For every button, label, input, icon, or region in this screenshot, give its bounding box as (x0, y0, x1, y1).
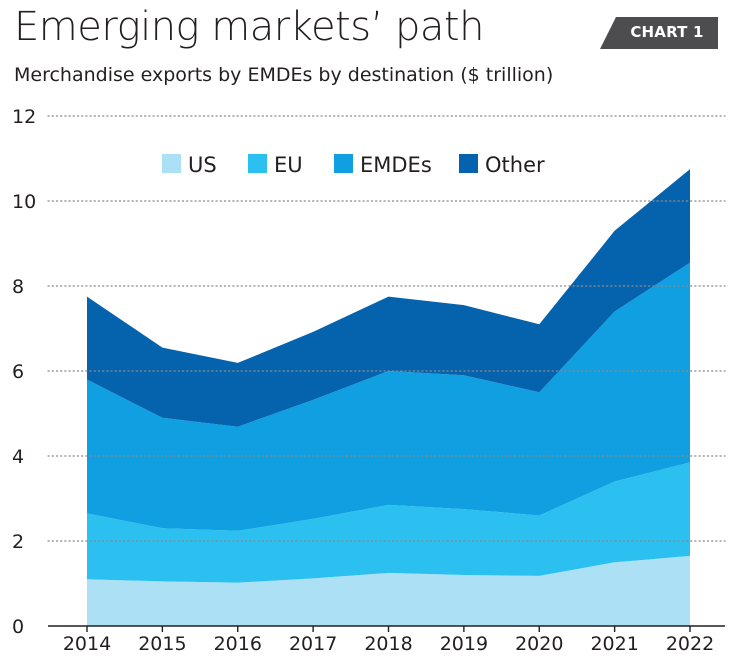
area-series-eu (87, 462, 690, 583)
legend-swatch-eu (248, 154, 267, 173)
x-tick-label-2020: 2020 (515, 633, 563, 655)
x-tick-label-2017: 2017 (289, 633, 337, 655)
y-tick-label-4: 4 (12, 446, 24, 468)
badge-background (600, 17, 718, 49)
area-series-other (87, 169, 690, 427)
area-series-emdes (87, 262, 690, 531)
y-tick-label-10: 10 (12, 191, 36, 213)
y-tick-label-2: 2 (12, 531, 24, 553)
legend-swatch-other (459, 154, 478, 173)
y-tick-label-12: 12 (12, 106, 36, 128)
y-tick-label-0: 0 (12, 616, 24, 638)
legend: US EU EMDEs Other (162, 153, 545, 177)
x-tick-label-2019: 2019 (440, 633, 488, 655)
legend-label-eu: EU (274, 153, 303, 177)
legend-swatch-emdes (334, 154, 353, 173)
chart-title: Emerging markets’ path (14, 4, 484, 50)
chart-number-badge: CHART 1 (600, 17, 718, 49)
x-tick-label-2021: 2021 (590, 633, 638, 655)
x-tick-label-2014: 2014 (63, 633, 111, 655)
x-tick-label-2018: 2018 (364, 633, 412, 655)
legend-label-emdes: EMDEs (360, 153, 432, 177)
x-tick-label-2022: 2022 (666, 633, 714, 655)
y-tick-label-6: 6 (12, 361, 24, 383)
x-tick-label-2015: 2015 (138, 633, 186, 655)
chart-subtitle: Merchandise exports by EMDEs by destinat… (14, 64, 554, 86)
legend-label-other: Other (485, 153, 545, 177)
badge-label: CHART 1 (630, 23, 704, 41)
y-tick-label-8: 8 (12, 276, 24, 298)
area-layers (87, 169, 690, 626)
x-tick-label-2016: 2016 (214, 633, 262, 655)
legend-swatch-us (162, 154, 181, 173)
legend-label-us: US (188, 153, 217, 177)
area-series-us (87, 555, 690, 626)
